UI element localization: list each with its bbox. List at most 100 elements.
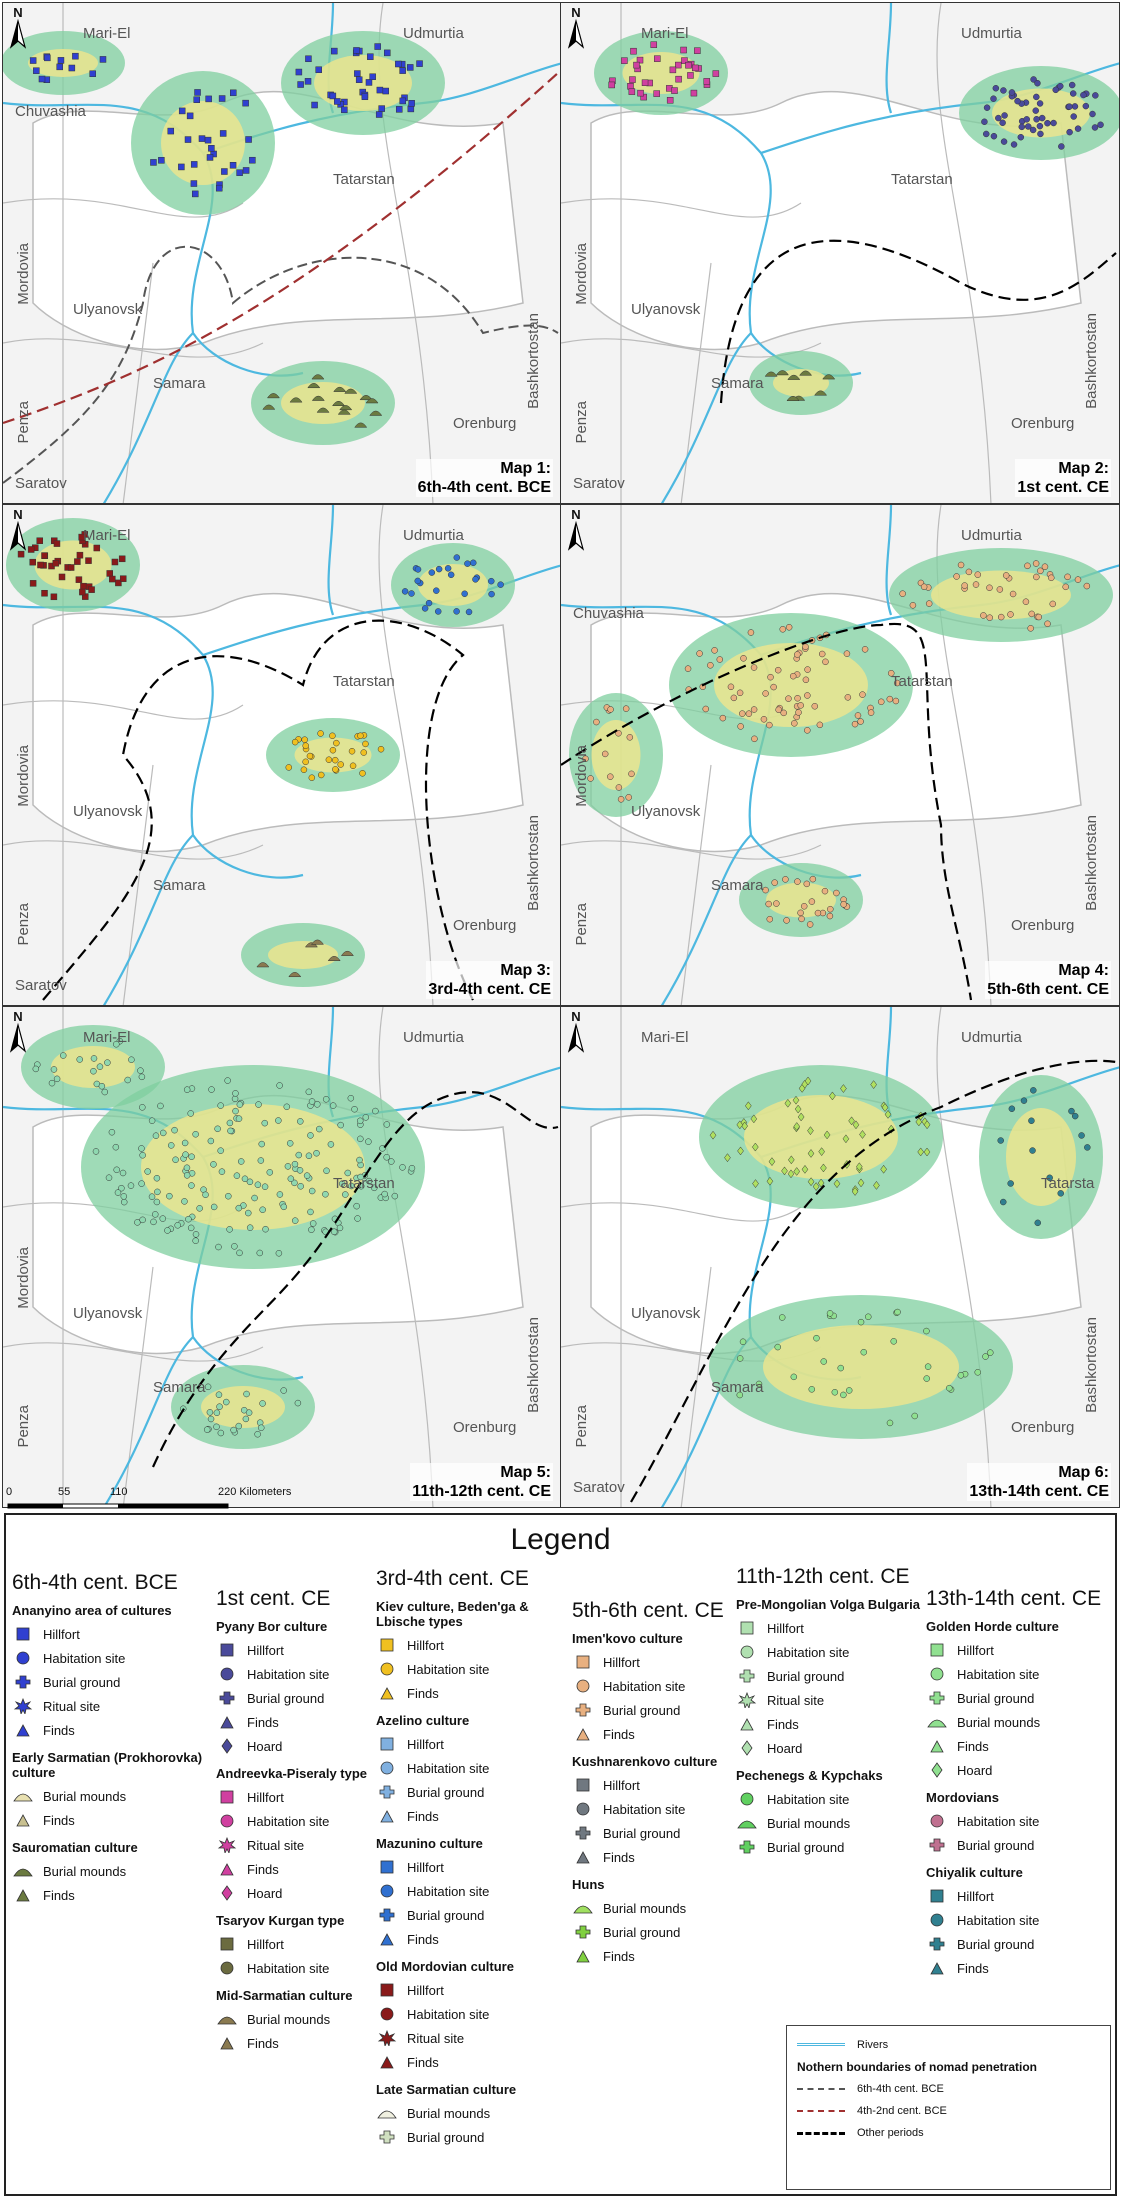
legend-item-label: Hoard [957,1762,993,1778]
site-marker [154,1188,161,1196]
site-marker [150,159,157,166]
site-marker [923,1375,930,1382]
lines-legend: Rivers Nothern boundaries of nomad penet… [786,2025,1111,2190]
site-marker [792,1095,800,1105]
site-marker [855,1162,863,1172]
site-marker [696,650,703,657]
site-marker [626,734,634,741]
site-marker [1057,1190,1064,1197]
region-label: Penza [15,903,32,946]
site-marker [804,692,811,699]
site-marker [109,575,116,583]
region-outline [590,90,1082,351]
site-marker [621,57,628,64]
site-marker [208,145,215,152]
map-title: Map 4: 5th-6th cent. CE [985,961,1111,999]
map-title-number: Map 5: [500,1464,551,1481]
site-marker [215,184,223,192]
site-marker [246,1224,254,1231]
triangle-icon [376,1807,398,1825]
site-marker [414,566,422,573]
site-marker [27,546,35,553]
site-marker [322,1096,330,1103]
map-title-number: Map 6: [1058,1464,1109,1481]
scale-tick-1: 55 [58,1486,71,1498]
site-marker [353,1202,360,1210]
region-label: Orenburg [453,1419,517,1436]
legend-period: 13th-14th cent. CE [926,1587,1102,1610]
site-marker [357,732,364,739]
legend-item-label: Habitation site [247,1666,330,1682]
site-marker [414,577,421,585]
region-label: Tatarsta [1041,1175,1095,1192]
triangle-icon [572,1725,594,1743]
site-marker [628,770,635,778]
legend-item: Finds [12,1883,212,1907]
site-marker [38,75,46,83]
site-marker [857,718,864,725]
site-marker [465,608,473,616]
site-marker [236,1101,244,1108]
map-canvas [561,1007,1119,1507]
site-marker [1032,560,1040,567]
site-marker [236,1249,243,1257]
site-marker [329,1102,337,1109]
boundary-label: 6th-4th cent. BCE [857,2083,944,2095]
site-marker [215,1243,222,1251]
legend-item: Finds [926,1956,1111,1980]
north-label: N [571,5,581,20]
site-marker [1078,1132,1085,1139]
density-core [766,882,836,918]
site-marker [230,1426,237,1434]
site-marker [434,608,442,615]
site-marker [797,1112,805,1122]
site-marker [89,70,96,77]
site-marker [251,1194,258,1202]
diamond-icon [926,1761,948,1779]
site-marker [207,1137,215,1145]
site-marker [687,72,694,79]
site-marker [831,1389,839,1396]
site-marker [327,956,341,962]
site-marker [899,590,906,597]
legend-item-label: Burial mounds [407,2105,491,2121]
legend-culture: Old Mordovian culture [376,1959,514,1974]
site-marker [284,1163,292,1170]
legend-item: Habitation site [376,1756,571,1780]
site-marker [56,63,63,71]
site-marker [139,1104,146,1111]
site-marker [395,60,402,68]
site-marker [309,1220,317,1227]
site-marker [925,600,933,607]
site-marker [297,81,304,88]
map-canvas [3,1007,561,1507]
site-marker [675,61,682,69]
region-border [936,3,992,503]
region-label: Penza [573,1405,590,1448]
region-label: Orenburg [1011,917,1075,934]
site-marker [79,588,86,596]
site-marker [192,1231,200,1238]
site-marker [444,565,452,572]
site-marker [242,167,250,174]
legend-item: Hillfort [376,1633,571,1657]
site-marker [730,694,738,702]
region-label: Saratov [15,475,67,492]
site-marker [214,1125,221,1133]
scale-bar-graphic [7,1503,229,1509]
legend-culture: Andreevka-Piseraly type [216,1766,368,1781]
site-marker [1017,133,1025,141]
legend-item: Burial ground [572,1821,737,1845]
density-core [51,1046,135,1088]
map-title: Map 6: 13th-14th cent. CE [967,1463,1111,1501]
circle-icon [926,1911,948,1929]
legend-item: Finds [216,1710,376,1734]
site-marker [1008,1105,1016,1112]
legend-item: Burial ground [926,1833,1111,1857]
site-marker [383,1154,390,1161]
site-marker [804,1076,812,1086]
legend-item: Burial ground [376,2125,571,2149]
region-label: Ulyanovsk [631,803,701,820]
site-marker [1009,590,1017,598]
site-marker [637,89,644,97]
